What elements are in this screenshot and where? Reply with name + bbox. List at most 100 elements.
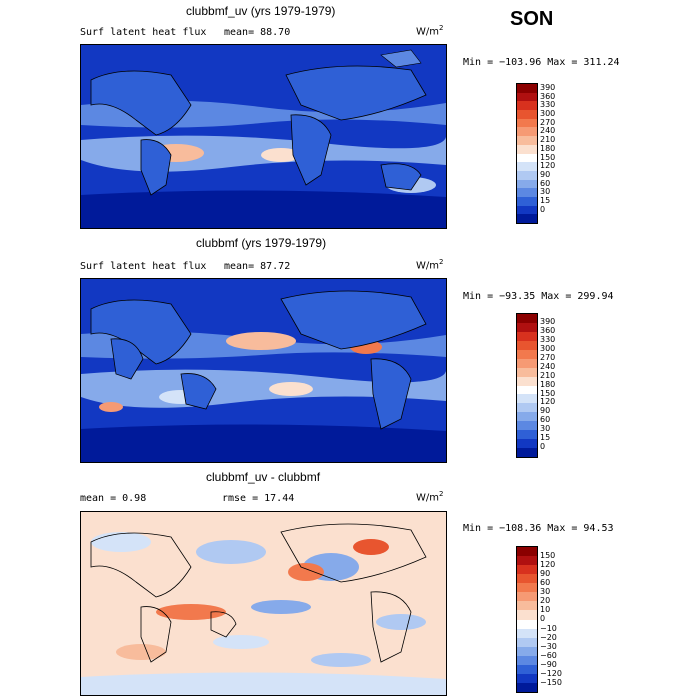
colorbar-tick-label: 240 [540, 361, 556, 371]
colorbar-tick-label: 240 [540, 126, 556, 136]
colorbar-swatch [517, 583, 537, 593]
colorbar-tick-label: −60 [540, 650, 557, 660]
colorbar-swatch [517, 188, 537, 197]
colorbar-swatch [517, 574, 537, 584]
colorbar-swatch [517, 118, 537, 128]
colorbar-tick-label: 10 [540, 605, 551, 615]
colorbar-swatch [517, 84, 537, 93]
colorbar-tick-label: 180 [540, 379, 556, 389]
colorbar-tick-label: 360 [540, 91, 556, 101]
colorbar-swatch [517, 592, 537, 602]
colorbar-tick-label: −150 [540, 677, 562, 687]
colorbar-tick-label: 300 [540, 343, 556, 353]
panel-2-mean: mean= 87.72 [224, 261, 291, 272]
panel-3-map [80, 511, 447, 696]
colorbar-swatch [517, 547, 537, 557]
panel-1-mean: mean= 88.70 [224, 27, 291, 38]
colorbar-swatch [517, 153, 537, 163]
panel-1-colorbar-labels: 390 360 330 300 270 240 210 180 150 120 90 60 30 15 0 [540, 83, 556, 214]
colorbar-tick-label: 0 [540, 204, 546, 214]
colorbar-tick-label: 20 [540, 596, 551, 606]
colorbar-swatch [517, 403, 537, 413]
colorbar-swatch [517, 619, 537, 629]
panel-3-rmse: rmse = 17.44 [222, 493, 295, 504]
colorbar-swatch [517, 110, 537, 119]
panel-2-map [80, 278, 447, 463]
colorbar-tick-label: 30 [540, 187, 551, 197]
colorbar-swatch [517, 196, 537, 206]
colorbar-swatch [517, 394, 537, 404]
colorbar-swatch [517, 170, 537, 180]
colorbar-tick-label: 30 [540, 587, 551, 597]
colorbar-tick-label: −90 [540, 659, 557, 669]
colorbar-tick-label: 90 [540, 406, 551, 416]
colorbar-tick-label: −20 [540, 632, 557, 642]
colorbar-tick-label: −10 [540, 623, 557, 633]
colorbar-swatch [517, 439, 537, 449]
colorbar-swatch [517, 412, 537, 422]
colorbar-swatch [517, 322, 537, 332]
colorbar-swatch [517, 214, 537, 223]
colorbar-swatch [517, 376, 537, 386]
colorbar-swatch [517, 601, 537, 611]
colorbar-tick-label: 0 [540, 614, 546, 624]
colorbar-swatch [517, 448, 537, 457]
colorbar-swatch [517, 655, 537, 665]
panel-1-units: W/m2 [416, 24, 444, 38]
panel-3-mean: mean = 0.98 [80, 493, 147, 504]
colorbar-swatch [517, 673, 537, 683]
colorbar-tick-label: 15 [540, 433, 551, 443]
colorbar-tick-label: 330 [540, 334, 556, 344]
colorbar-swatch [517, 565, 537, 575]
panel-1-min-max: Min = −103.96 Max = 311.24 [463, 57, 620, 68]
colorbar-tick-label: 150 [540, 388, 556, 398]
colorbar-swatch [517, 430, 537, 440]
colorbar-tick-label: −30 [540, 641, 557, 651]
colorbar-tick-label: 60 [540, 578, 551, 588]
panel-1-colorbar [516, 83, 538, 224]
colorbar-tick-label: 210 [540, 370, 556, 380]
panel-3-colorbar-labels: 150 120 90 60 30 20 10 0 −10 −20 −30 −60 −90 −120 −150 [540, 551, 562, 687]
colorbar-tick-label: 180 [540, 143, 556, 153]
colorbar-swatch [517, 385, 537, 395]
colorbar-tick-label: 330 [540, 100, 556, 110]
colorbar-tick-label: −120 [540, 668, 562, 678]
panel-2-variable: Surf latent heat flux [80, 261, 207, 272]
colorbar-swatch [517, 127, 537, 137]
colorbar-swatch [517, 340, 537, 350]
panel-2-colorbar [516, 313, 538, 458]
colorbar-tick-label: 15 [540, 195, 551, 205]
panel-2-min-max: Min = −93.35 Max = 299.94 [463, 291, 614, 302]
colorbar-tick-label: 210 [540, 135, 556, 145]
colorbar-tick-label: 390 [540, 83, 556, 92]
colorbar-swatch [517, 646, 537, 656]
colorbar-swatch [517, 144, 537, 154]
colorbar-tick-label: 300 [540, 109, 556, 119]
colorbar-swatch [517, 349, 537, 359]
colorbar-tick-label: 150 [540, 551, 556, 560]
panel-2-title: clubbmf (yrs 1979-1979) [196, 236, 327, 250]
colorbar-swatch [517, 92, 537, 102]
colorbar-swatch [517, 314, 537, 323]
season-label: SON [510, 8, 554, 30]
colorbar-swatch [517, 664, 537, 674]
panel-1-title: clubbmf_uv (yrs 1979-1979) [186, 4, 336, 18]
panel-3-units: W/m2 [416, 490, 444, 504]
colorbar-swatch [517, 136, 537, 145]
colorbar-swatch [517, 162, 537, 171]
colorbar-tick-label: 60 [540, 415, 551, 425]
colorbar-tick-label: 120 [540, 560, 556, 570]
colorbar-tick-label: 60 [540, 178, 551, 188]
panel-3-title: clubbmf_uv - clubbmf [206, 470, 321, 484]
colorbar-tick-label: 120 [540, 161, 556, 171]
colorbar-swatch [517, 179, 537, 189]
colorbar-swatch [517, 637, 537, 647]
colorbar-tick-label: 270 [540, 352, 556, 362]
colorbar-swatch [517, 205, 537, 215]
colorbar-tick-label: 360 [540, 325, 556, 335]
panel-2-units: W/m2 [416, 258, 444, 272]
colorbar-tick-label: 90 [540, 169, 551, 179]
colorbar-swatch [517, 358, 537, 368]
colorbar-tick-label: 90 [540, 569, 551, 579]
colorbar-tick-label: 390 [540, 317, 556, 326]
